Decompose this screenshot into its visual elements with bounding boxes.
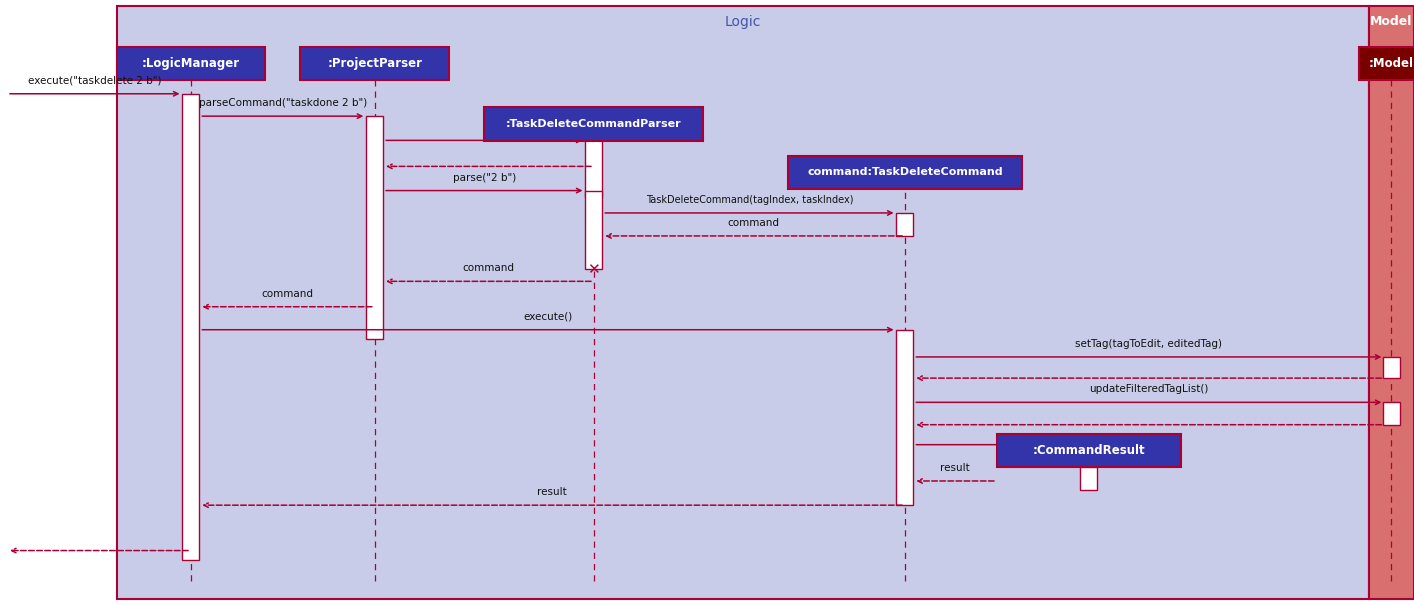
Text: command: command bbox=[462, 263, 515, 273]
Text: :CommandResult: :CommandResult bbox=[1032, 444, 1145, 457]
Text: parse("2 b"): parse("2 b") bbox=[452, 172, 516, 183]
Bar bbox=[1383, 402, 1400, 425]
Text: result: result bbox=[537, 487, 567, 497]
Bar bbox=[585, 140, 602, 197]
Text: command: command bbox=[262, 289, 312, 299]
Text: updateFilteredTagList(): updateFilteredTagList() bbox=[1089, 384, 1209, 394]
Bar bbox=[117, 6, 1369, 599]
Text: :Model: :Model bbox=[1369, 57, 1414, 70]
Text: setTag(tagToEdit, editedTag): setTag(tagToEdit, editedTag) bbox=[1076, 339, 1222, 349]
Bar bbox=[1359, 47, 1414, 80]
Bar bbox=[789, 155, 1021, 189]
Text: result: result bbox=[940, 463, 970, 473]
Text: TaskDeleteCommand(tagIndex, taskIndex): TaskDeleteCommand(tagIndex, taskIndex) bbox=[646, 195, 853, 205]
Text: parseCommand("taskdone 2 b"): parseCommand("taskdone 2 b") bbox=[199, 98, 366, 108]
Bar bbox=[585, 191, 602, 269]
Text: command: command bbox=[728, 218, 779, 228]
Bar bbox=[117, 47, 266, 80]
Text: :ProjectParser: :ProjectParser bbox=[327, 57, 423, 70]
Bar bbox=[301, 47, 450, 80]
Text: ✕: ✕ bbox=[587, 262, 601, 276]
Bar bbox=[997, 434, 1181, 467]
Text: Logic: Logic bbox=[725, 15, 761, 29]
Bar bbox=[1080, 467, 1097, 490]
Bar bbox=[896, 213, 913, 236]
Text: :TaskDeleteCommandParser: :TaskDeleteCommandParser bbox=[506, 119, 682, 129]
Bar bbox=[182, 94, 199, 560]
Text: :LogicManager: :LogicManager bbox=[141, 57, 240, 70]
Bar bbox=[896, 330, 913, 505]
Text: Model: Model bbox=[1370, 15, 1413, 28]
Bar bbox=[366, 116, 383, 339]
Bar bbox=[1383, 357, 1400, 378]
Bar bbox=[1369, 6, 1414, 599]
Text: execute(): execute() bbox=[523, 312, 573, 322]
Text: execute("taskdelete 2 b"): execute("taskdelete 2 b") bbox=[28, 76, 161, 86]
Text: command:TaskDeleteCommand: command:TaskDeleteCommand bbox=[807, 168, 1003, 177]
Bar bbox=[484, 107, 703, 140]
